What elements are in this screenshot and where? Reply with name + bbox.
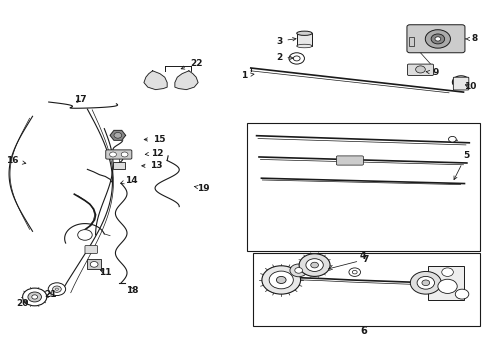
FancyBboxPatch shape <box>407 64 433 76</box>
Circle shape <box>310 262 318 268</box>
Text: 20: 20 <box>16 299 28 308</box>
Circle shape <box>299 254 329 276</box>
Circle shape <box>268 271 293 289</box>
Text: 1: 1 <box>241 71 253 80</box>
Text: 9: 9 <box>425 68 438 77</box>
Circle shape <box>276 276 285 283</box>
FancyBboxPatch shape <box>336 156 363 165</box>
Circle shape <box>348 268 360 276</box>
Text: 14: 14 <box>121 176 137 185</box>
Text: 6: 6 <box>359 327 366 336</box>
Circle shape <box>288 53 304 64</box>
Circle shape <box>294 267 302 273</box>
Circle shape <box>454 289 468 299</box>
Text: 4: 4 <box>359 251 366 261</box>
Text: 19: 19 <box>194 184 209 193</box>
Circle shape <box>409 271 440 294</box>
Text: 12: 12 <box>145 149 163 158</box>
Circle shape <box>437 279 456 293</box>
Bar <box>253 253 479 326</box>
Circle shape <box>55 288 58 290</box>
Circle shape <box>109 152 116 157</box>
Circle shape <box>416 276 434 289</box>
Text: 13: 13 <box>142 161 163 170</box>
Circle shape <box>90 261 98 267</box>
Text: 11: 11 <box>99 267 111 276</box>
Text: 21: 21 <box>44 290 56 299</box>
Text: 17: 17 <box>74 95 86 104</box>
Text: 2: 2 <box>276 53 292 62</box>
Circle shape <box>293 56 300 61</box>
Circle shape <box>430 34 444 44</box>
Text: 18: 18 <box>126 286 138 295</box>
Text: 7: 7 <box>328 255 368 270</box>
Polygon shape <box>175 71 198 90</box>
Bar <box>113 162 124 169</box>
Circle shape <box>114 132 122 138</box>
Circle shape <box>305 259 323 271</box>
FancyBboxPatch shape <box>105 150 132 159</box>
Circle shape <box>425 30 449 48</box>
Text: 10: 10 <box>463 82 475 91</box>
Circle shape <box>421 280 429 285</box>
Circle shape <box>48 283 65 296</box>
Circle shape <box>262 266 300 294</box>
Text: 22: 22 <box>181 59 202 69</box>
Circle shape <box>447 136 455 142</box>
Circle shape <box>78 230 92 240</box>
Text: 16: 16 <box>6 156 26 165</box>
Text: 15: 15 <box>144 135 165 144</box>
Polygon shape <box>143 71 167 90</box>
Circle shape <box>415 66 425 73</box>
Ellipse shape <box>296 31 311 35</box>
Text: 3: 3 <box>276 37 295 46</box>
Bar <box>87 260 101 269</box>
Circle shape <box>351 270 356 274</box>
FancyBboxPatch shape <box>85 246 97 253</box>
Bar <box>246 123 479 251</box>
Bar <box>296 33 311 46</box>
Polygon shape <box>110 130 125 140</box>
Text: 8: 8 <box>465 35 476 44</box>
Circle shape <box>53 286 61 292</box>
FancyBboxPatch shape <box>452 77 468 90</box>
Circle shape <box>121 152 128 157</box>
Circle shape <box>28 292 41 302</box>
Circle shape <box>32 295 38 299</box>
Circle shape <box>289 264 307 277</box>
Text: 5: 5 <box>453 152 468 180</box>
Ellipse shape <box>296 44 311 48</box>
Bar <box>408 37 413 46</box>
Circle shape <box>434 37 440 41</box>
Circle shape <box>441 268 452 276</box>
Circle shape <box>22 288 47 306</box>
FancyBboxPatch shape <box>406 25 464 53</box>
Bar <box>427 266 464 300</box>
